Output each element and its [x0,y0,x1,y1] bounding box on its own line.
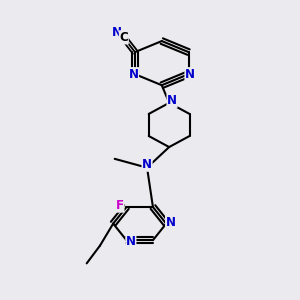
Text: N: N [166,216,176,229]
Text: C: C [119,31,128,44]
Text: N: N [167,94,177,107]
Text: N: N [128,68,139,81]
Text: N: N [112,26,122,39]
Text: N: N [142,158,152,171]
Text: N: N [185,68,195,81]
Text: F: F [116,199,124,212]
Text: N: N [126,235,136,248]
